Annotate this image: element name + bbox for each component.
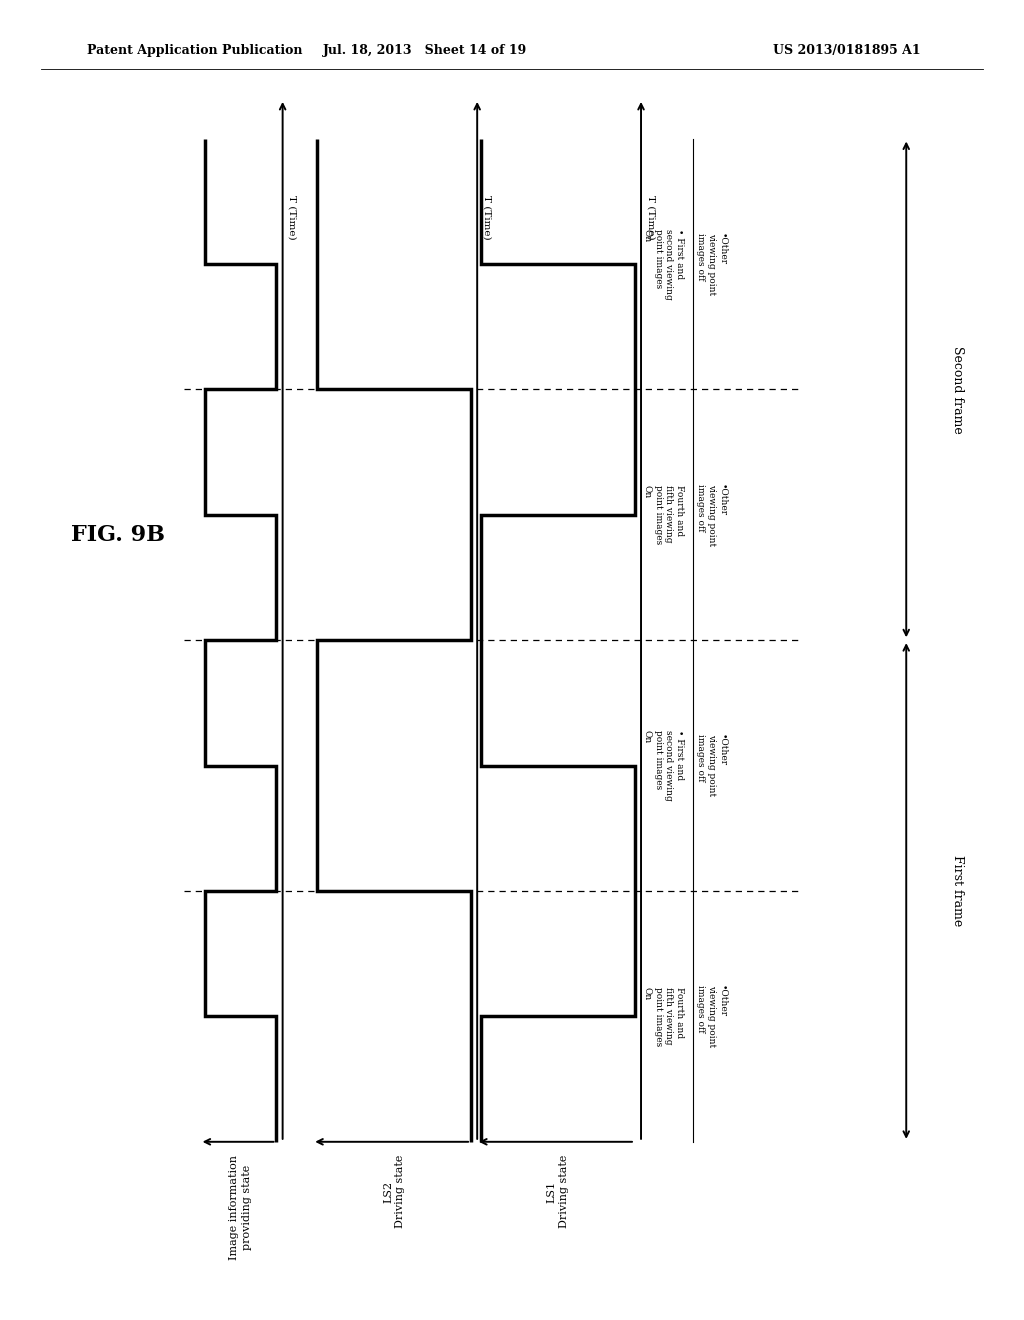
Text: Patent Application Publication: Patent Application Publication (87, 44, 302, 57)
Text: Fourth and
fifth viewing
point images
On: Fourth and fifth viewing point images On (643, 486, 684, 544)
Text: US 2013/0181895 A1: US 2013/0181895 A1 (773, 44, 921, 57)
Text: LS1
Driving state: LS1 Driving state (547, 1155, 569, 1229)
Text: • First and
second viewing
point images
On: • First and second viewing point images … (643, 228, 684, 300)
Text: T (Time): T (Time) (288, 195, 297, 240)
Text: Image information
providing state: Image information providing state (229, 1155, 252, 1261)
Text: •Other
viewing point
images off: •Other viewing point images off (696, 483, 727, 546)
Text: Second frame: Second frame (951, 346, 964, 433)
Text: First frame: First frame (951, 855, 964, 927)
Text: LS2
Driving state: LS2 Driving state (383, 1155, 406, 1229)
Text: Fourth and
fifth viewing
point images
On: Fourth and fifth viewing point images On (643, 987, 684, 1045)
Text: Jul. 18, 2013   Sheet 14 of 19: Jul. 18, 2013 Sheet 14 of 19 (323, 44, 527, 57)
Text: •Other
viewing point
images off: •Other viewing point images off (696, 232, 727, 296)
Text: T (Time): T (Time) (482, 195, 492, 240)
Text: T (Time): T (Time) (646, 195, 655, 240)
Text: FIG. 9B: FIG. 9B (71, 524, 165, 545)
Text: • First and
second viewing
point images
On: • First and second viewing point images … (643, 730, 684, 801)
Text: •Other
viewing point
images off: •Other viewing point images off (696, 734, 727, 797)
Text: •Other
viewing point
images off: •Other viewing point images off (696, 985, 727, 1048)
